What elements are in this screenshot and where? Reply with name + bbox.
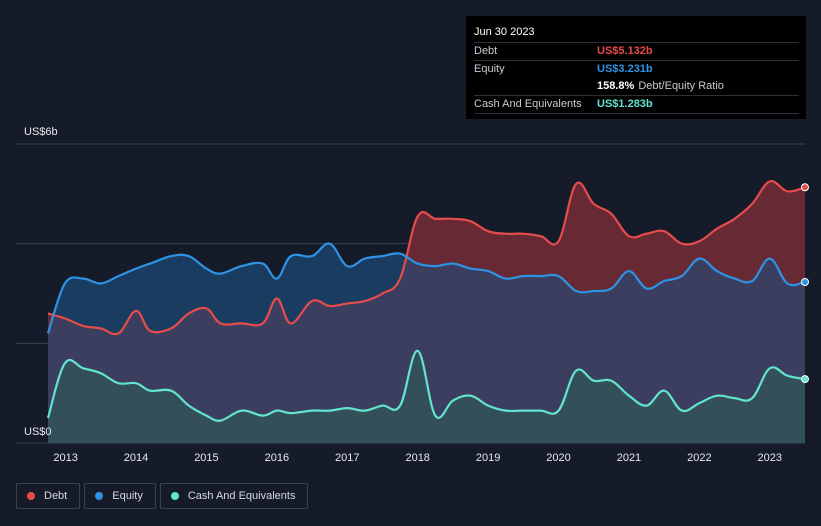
chart-lines xyxy=(46,180,809,422)
equity-line xyxy=(46,242,806,334)
legend-cash-label: Cash And Equivalents xyxy=(187,490,296,502)
equity-dot-icon xyxy=(95,492,104,500)
chart-legend: Debt Equity Cash And Equivalents xyxy=(16,483,312,509)
data-tooltip: Jun 30 2023 Debt US$5.132b Equity US$3.2… xyxy=(466,16,806,119)
x-tick-label-2013: 2013 xyxy=(53,452,77,464)
tooltip-debt-value: US$5.132b xyxy=(597,45,653,57)
legend-item-debt[interactable]: Debt xyxy=(16,483,81,509)
x-axis-ticks: 2013 2014 2015 2016 2017 2018 2019 2020 2021 2022… xyxy=(53,452,782,464)
x-tick-label-2014: 2014 xyxy=(124,452,148,464)
cash-line xyxy=(46,349,806,422)
tooltip-ratio-value: 158.8% xyxy=(597,80,635,92)
debt-dot-icon xyxy=(27,492,35,500)
debt-end-point xyxy=(801,183,809,192)
tooltip-ratio-label: Debt/Equity Ratio xyxy=(638,80,724,92)
x-tick-label-2020: 2020 xyxy=(546,452,570,464)
tooltip-debt-label: Debt xyxy=(474,45,498,57)
debt-line xyxy=(47,180,806,336)
x-tick-label-2017: 2017 xyxy=(335,452,359,464)
cash-dot-icon xyxy=(170,492,179,500)
x-tick-label-2022: 2022 xyxy=(687,452,711,464)
y-axis-bottom-label: US$0 xyxy=(24,426,52,438)
x-tick-label-2015: 2015 xyxy=(194,452,218,464)
y-axis-top-label: US$6b xyxy=(24,126,58,138)
tooltip-equity-value: US$3.231b xyxy=(597,63,653,75)
tooltip-date: Jun 30 2023 xyxy=(474,26,535,38)
tooltip-cash-value: US$1.283b xyxy=(597,98,653,110)
x-tick-label-2018: 2018 xyxy=(405,452,429,464)
chart-areas xyxy=(48,181,805,443)
x-tick-label-2019: 2019 xyxy=(476,452,500,464)
cash-area xyxy=(48,350,805,443)
tooltip-cash-row: Cash And Equivalents US$1.283b xyxy=(474,95,799,114)
legend-equity-label: Equity xyxy=(112,490,143,502)
cash-end-point xyxy=(801,375,809,384)
tooltip-cash-label: Cash And Equivalents xyxy=(474,98,582,110)
legend-item-cash[interactable]: Cash And Equivalents xyxy=(159,483,309,509)
tooltip-equity-label: Equity xyxy=(474,63,505,75)
x-tick-label-2021: 2021 xyxy=(617,452,641,464)
equity-end-point xyxy=(801,277,809,286)
x-tick-label-2023: 2023 xyxy=(758,452,782,464)
tooltip-ratio-spacer xyxy=(474,78,597,95)
tooltip-ratio-row: 158.8% Debt/Equity Ratio xyxy=(474,78,799,95)
tooltip-debt-row: Debt US$5.132b xyxy=(474,42,799,60)
legend-debt-label: Debt xyxy=(44,490,68,502)
legend-item-equity[interactable]: Equity xyxy=(84,483,156,509)
tooltip-equity-row: Equity US$3.231b xyxy=(474,60,799,78)
x-tick-label-2016: 2016 xyxy=(265,452,289,464)
